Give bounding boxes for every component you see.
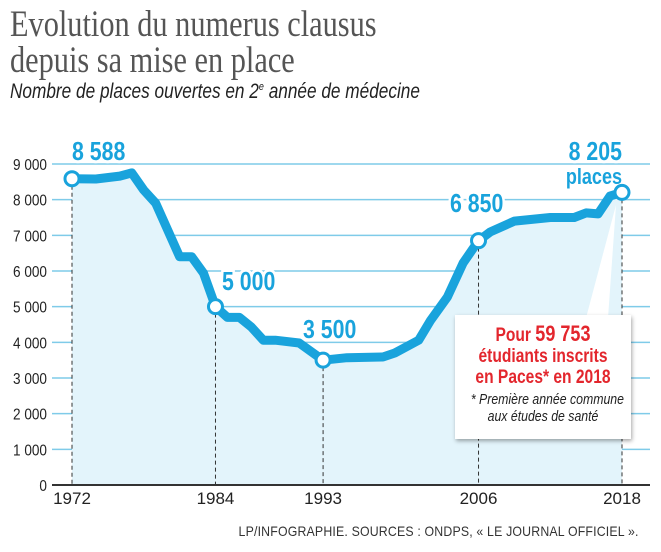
callout-line-3: en Paces* en 2018: [475, 367, 611, 388]
data-label: 6 850: [450, 189, 503, 219]
callout-note-1: * Première année commune: [470, 391, 624, 408]
subtitle-text-end: année de médecine: [263, 80, 420, 103]
data-label: 5 000: [222, 267, 275, 297]
data-marker: [314, 351, 332, 369]
title-line-2: depuis sa mise en place: [10, 40, 295, 81]
callout-line-2: étudiants inscrits: [478, 346, 608, 367]
subtitle: Nombre de places ouvertes en 2e année de…: [10, 80, 420, 104]
x-tick-label: 1984: [197, 489, 235, 508]
y-tick-label: 1 000: [13, 442, 47, 459]
x-tick-label: 2018: [603, 489, 641, 508]
data-sublabel: places: [566, 165, 622, 189]
data-label: 8 588: [72, 137, 125, 167]
x-tick-label: 2006: [460, 489, 498, 508]
data-marker: [613, 183, 631, 201]
x-tick-label: 1972: [53, 489, 91, 508]
y-tick-label: 3 000: [13, 371, 47, 388]
y-tick-label: 7 000: [13, 228, 47, 245]
y-tick-label: 9 000: [13, 157, 47, 174]
callout-box: Pour 59 753 étudiants inscrits en Paces*…: [455, 315, 631, 439]
data-marker: [63, 170, 81, 188]
y-tick-labels: 0 1 000 2 000 3 000 4 000 5 000 6 000 7 000 8 00…: [13, 157, 47, 495]
y-tick-label: 8 000: [13, 193, 47, 210]
callout-note-2: aux études de santé: [487, 408, 599, 425]
subtitle-sup: e: [258, 81, 264, 93]
x-tick-labels: 1972 1984 1993 2006 2018: [53, 489, 641, 508]
y-tick-label: 6 000: [13, 264, 47, 281]
data-label: 8 205: [569, 137, 622, 167]
data-marker: [206, 298, 224, 316]
y-tick-label: 0: [39, 478, 47, 495]
x-tick-label: 1993: [304, 489, 342, 508]
data-marker: [470, 232, 488, 250]
source-credit: LP/INFOGRAPHIE. SOURCES : ONDPS, « LE JO…: [238, 523, 639, 539]
subtitle-text: Nombre de places ouvertes en 2: [10, 80, 259, 103]
y-tick-label: 2 000: [13, 407, 47, 424]
callout-number: 59 753: [535, 321, 591, 346]
data-label: 3 500: [303, 315, 356, 345]
markers: [63, 170, 631, 369]
callout-pointer: [586, 205, 616, 318]
y-tick-label: 5 000: [13, 300, 47, 317]
callout-prefix: Pour: [495, 325, 536, 346]
callout-line-1: Pour 59 753: [471, 321, 615, 347]
title-line-1: Evolution du numerus clausus: [10, 4, 377, 45]
y-tick-label: 4 000: [13, 335, 47, 352]
